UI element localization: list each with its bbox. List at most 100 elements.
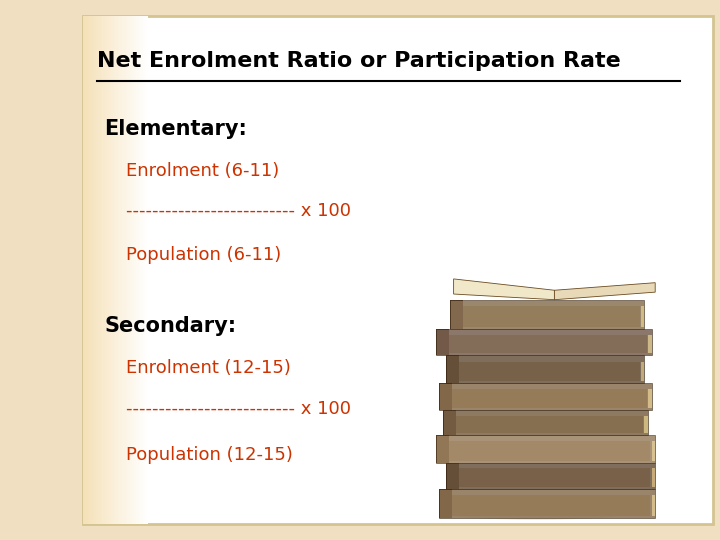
- Bar: [127, 16, 128, 524]
- Bar: [102, 16, 103, 524]
- Bar: [652, 468, 655, 487]
- Bar: [125, 16, 126, 524]
- Bar: [126, 16, 127, 524]
- Text: Enrolment (6-11): Enrolment (6-11): [126, 162, 279, 180]
- Bar: [450, 300, 644, 329]
- Bar: [439, 489, 452, 518]
- Bar: [641, 362, 644, 381]
- Bar: [86, 16, 87, 524]
- Bar: [107, 16, 108, 524]
- Ellipse shape: [444, 507, 628, 519]
- Bar: [641, 307, 644, 327]
- Bar: [84, 16, 85, 524]
- Bar: [644, 416, 648, 433]
- Bar: [100, 16, 101, 524]
- Bar: [648, 335, 652, 353]
- Bar: [446, 355, 644, 383]
- Bar: [439, 489, 655, 518]
- Bar: [106, 16, 107, 524]
- Bar: [129, 16, 130, 524]
- Bar: [87, 16, 88, 524]
- Bar: [110, 16, 111, 524]
- Bar: [439, 383, 652, 410]
- Bar: [111, 16, 112, 524]
- Bar: [97, 16, 98, 524]
- Polygon shape: [554, 283, 655, 300]
- Bar: [96, 16, 97, 524]
- Bar: [128, 16, 129, 524]
- Bar: [89, 16, 90, 524]
- Bar: [146, 16, 147, 524]
- Bar: [120, 16, 121, 524]
- Bar: [124, 16, 125, 524]
- Bar: [130, 16, 132, 524]
- Bar: [101, 16, 102, 524]
- Bar: [119, 16, 120, 524]
- Bar: [135, 16, 136, 524]
- Bar: [446, 355, 459, 383]
- Bar: [112, 16, 113, 524]
- Bar: [448, 468, 650, 487]
- Bar: [83, 16, 713, 524]
- Bar: [142, 16, 143, 524]
- Bar: [141, 16, 142, 524]
- Bar: [140, 16, 141, 524]
- Bar: [132, 16, 133, 524]
- Bar: [446, 463, 655, 489]
- Bar: [103, 16, 104, 524]
- Bar: [436, 329, 449, 355]
- Bar: [136, 16, 137, 524]
- Bar: [85, 16, 86, 524]
- Polygon shape: [454, 279, 554, 300]
- Bar: [443, 410, 456, 435]
- Bar: [436, 435, 655, 463]
- Bar: [104, 16, 105, 524]
- Bar: [116, 16, 117, 524]
- Bar: [648, 389, 652, 408]
- Bar: [451, 307, 640, 327]
- Text: -------------------------- x 100: -------------------------- x 100: [126, 202, 351, 220]
- Bar: [123, 16, 124, 524]
- Bar: [115, 16, 116, 524]
- Bar: [98, 16, 99, 524]
- Bar: [450, 300, 463, 329]
- Text: Secondary:: Secondary:: [104, 316, 237, 336]
- Text: Enrolment (12-15): Enrolment (12-15): [126, 359, 291, 377]
- Bar: [90, 16, 91, 524]
- Bar: [139, 16, 140, 524]
- Bar: [143, 16, 145, 524]
- Bar: [652, 441, 655, 461]
- Bar: [134, 16, 135, 524]
- Bar: [444, 416, 643, 433]
- Bar: [436, 435, 449, 463]
- Bar: [122, 16, 123, 524]
- Bar: [83, 16, 84, 524]
- Bar: [441, 496, 650, 516]
- Bar: [138, 16, 139, 524]
- Bar: [114, 16, 115, 524]
- Bar: [109, 16, 110, 524]
- Bar: [133, 16, 134, 524]
- Bar: [88, 16, 89, 524]
- Bar: [145, 16, 146, 524]
- Bar: [437, 335, 647, 353]
- Text: -------------------------- x 100: -------------------------- x 100: [126, 400, 351, 417]
- Text: Population (12-15): Population (12-15): [126, 446, 293, 463]
- Bar: [99, 16, 100, 524]
- Bar: [652, 496, 655, 516]
- Text: Net Enrolment Ratio or Participation Rate: Net Enrolment Ratio or Participation Rat…: [97, 51, 621, 71]
- Bar: [117, 16, 118, 524]
- Bar: [448, 362, 640, 381]
- Text: Elementary:: Elementary:: [104, 119, 247, 139]
- Bar: [113, 16, 114, 524]
- Bar: [95, 16, 96, 524]
- Bar: [94, 16, 95, 524]
- Bar: [147, 16, 148, 524]
- Bar: [443, 410, 648, 435]
- Bar: [441, 389, 647, 408]
- Bar: [108, 16, 109, 524]
- Bar: [92, 16, 94, 524]
- Bar: [446, 463, 459, 489]
- Bar: [436, 329, 652, 355]
- Bar: [91, 16, 92, 524]
